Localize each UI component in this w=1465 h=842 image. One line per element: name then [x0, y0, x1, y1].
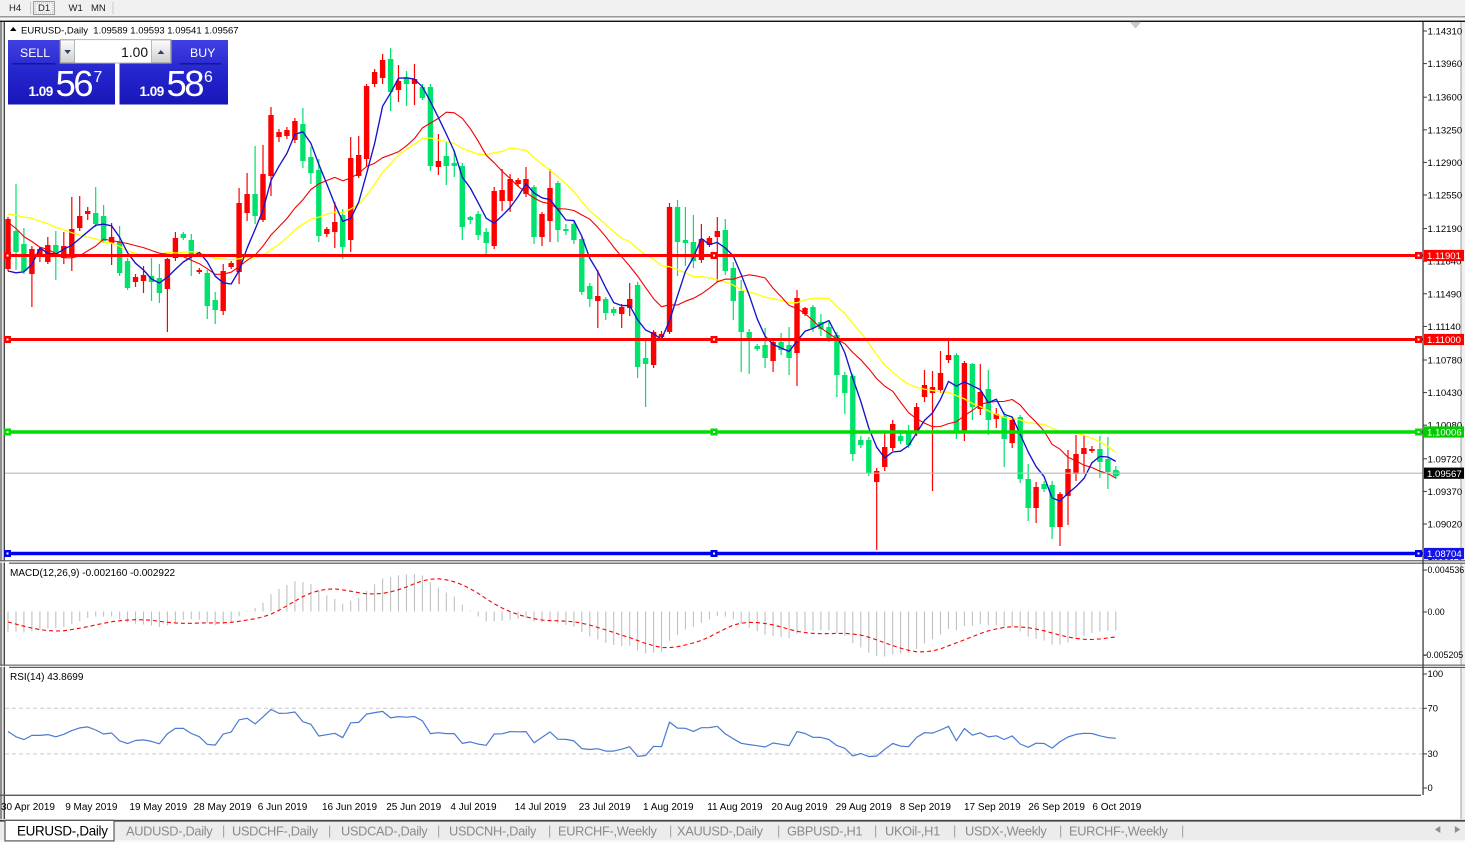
- svg-text:USDCAD-,Daily: USDCAD-,Daily: [341, 824, 428, 839]
- svg-text:0.004536: 0.004536: [1428, 565, 1465, 575]
- svg-text:1.10080: 1.10080: [1428, 421, 1463, 432]
- svg-text:19 May 2019: 19 May 2019: [129, 802, 187, 813]
- svg-text:EURUSD-,Daily 1.09589 1.09593: EURUSD-,Daily 1.09589 1.09593 1.09541 1.…: [21, 26, 239, 37]
- svg-text:26 Sep 2019: 26 Sep 2019: [1028, 802, 1085, 813]
- svg-text:UKOil-,H1: UKOil-,H1: [885, 824, 940, 839]
- svg-text:1.09: 1.09: [29, 84, 53, 99]
- svg-text:9 May 2019: 9 May 2019: [65, 802, 118, 813]
- svg-text:H4: H4: [9, 3, 21, 14]
- svg-text:4 Jul 2019: 4 Jul 2019: [450, 802, 497, 813]
- svg-text:6: 6: [204, 69, 213, 86]
- svg-text:1.09020: 1.09020: [1428, 520, 1463, 531]
- svg-text:W1: W1: [69, 3, 83, 14]
- svg-text:AUDUSD-,Daily: AUDUSD-,Daily: [126, 824, 213, 839]
- svg-text:0.00: 0.00: [1428, 607, 1445, 617]
- svg-text:GBPUSD-,H1: GBPUSD-,H1: [787, 824, 862, 839]
- svg-text:16 Jun 2019: 16 Jun 2019: [322, 802, 377, 813]
- svg-text:1.11490: 1.11490: [1428, 289, 1462, 300]
- svg-text:1.09: 1.09: [140, 84, 164, 99]
- svg-text:58: 58: [167, 63, 204, 104]
- svg-text:1.11840: 1.11840: [1428, 257, 1462, 268]
- svg-text:EURUSD-,Daily: EURUSD-,Daily: [17, 824, 108, 839]
- svg-text:1 Aug 2019: 1 Aug 2019: [643, 802, 694, 813]
- svg-text:29 Aug 2019: 29 Aug 2019: [836, 802, 893, 813]
- svg-text:30 Apr 2019: 30 Apr 2019: [1, 802, 55, 813]
- svg-text:USDCHF-,Daily: USDCHF-,Daily: [232, 824, 319, 839]
- svg-text:|: |: [953, 824, 956, 838]
- svg-text:|: |: [874, 824, 877, 838]
- svg-text:17 Sep 2019: 17 Sep 2019: [964, 802, 1021, 813]
- svg-text:|: |: [1059, 824, 1062, 838]
- svg-text:|: |: [437, 824, 440, 838]
- svg-text:1.13600: 1.13600: [1428, 93, 1463, 104]
- svg-text:6 Oct 2019: 6 Oct 2019: [1092, 802, 1141, 813]
- svg-text:8 Sep 2019: 8 Sep 2019: [900, 802, 952, 813]
- svg-text:1.09370: 1.09370: [1428, 487, 1463, 498]
- svg-text:1.12190: 1.12190: [1428, 224, 1463, 235]
- svg-text:|: |: [548, 824, 551, 838]
- svg-text:D1: D1: [38, 3, 50, 14]
- svg-text:|: |: [777, 824, 780, 838]
- svg-text:1.09567: 1.09567: [1427, 469, 1462, 480]
- svg-text:100: 100: [1428, 668, 1444, 679]
- svg-text:28 May 2019: 28 May 2019: [194, 802, 252, 813]
- svg-text:1.11140: 1.11140: [1428, 322, 1461, 333]
- svg-text:EURCHF-,Weekly: EURCHF-,Weekly: [1069, 824, 1169, 839]
- svg-text:14 Jul 2019: 14 Jul 2019: [515, 802, 567, 813]
- svg-text:|: |: [328, 824, 331, 838]
- svg-text:30: 30: [1428, 748, 1438, 759]
- svg-text:MN: MN: [91, 3, 106, 14]
- svg-text:1.10006: 1.10006: [1427, 428, 1462, 439]
- svg-text:BUY: BUY: [190, 46, 215, 60]
- svg-text:11 Aug 2019: 11 Aug 2019: [707, 802, 763, 813]
- svg-text:EURCHF-,Weekly: EURCHF-,Weekly: [558, 824, 658, 839]
- svg-text:23 Jul 2019: 23 Jul 2019: [579, 802, 631, 813]
- svg-text:1.09720: 1.09720: [1428, 454, 1463, 465]
- svg-text:1.10430: 1.10430: [1428, 388, 1463, 399]
- svg-text:SELL: SELL: [20, 46, 50, 60]
- svg-text:1.10780: 1.10780: [1428, 356, 1463, 367]
- svg-text:1.00: 1.00: [121, 45, 148, 60]
- svg-text:20 Aug 2019: 20 Aug 2019: [771, 802, 828, 813]
- svg-text:1.11901: 1.11901: [1427, 251, 1461, 262]
- svg-text:6 Jun 2019: 6 Jun 2019: [258, 802, 308, 813]
- svg-text:USDCNH-,Daily: USDCNH-,Daily: [449, 824, 537, 839]
- svg-text:|: |: [222, 824, 225, 838]
- svg-text:RSI(14) 43.8699: RSI(14) 43.8699: [10, 672, 84, 683]
- svg-text:0: 0: [1428, 782, 1433, 793]
- svg-text:MACD(12,26,9) -0.002160 -0.002: MACD(12,26,9) -0.002160 -0.002922: [10, 568, 176, 579]
- svg-text:1.12900: 1.12900: [1428, 158, 1463, 169]
- svg-text:7: 7: [94, 69, 103, 86]
- svg-text:|: |: [669, 824, 672, 838]
- svg-text:1.14310: 1.14310: [1428, 27, 1463, 38]
- svg-text:1.12550: 1.12550: [1428, 191, 1463, 202]
- svg-text:1.08704: 1.08704: [1427, 549, 1462, 560]
- svg-text:25 Jun 2019: 25 Jun 2019: [386, 802, 441, 813]
- svg-text:USDX-,Weekly: USDX-,Weekly: [965, 824, 1047, 839]
- svg-text:1.13250: 1.13250: [1428, 125, 1463, 136]
- svg-text:-0.005205: -0.005205: [1424, 650, 1464, 660]
- svg-text:70: 70: [1428, 703, 1438, 714]
- svg-text:1.13960: 1.13960: [1428, 59, 1463, 70]
- svg-text:XAUUSD-,Daily: XAUUSD-,Daily: [677, 824, 764, 839]
- svg-text:1.11000: 1.11000: [1427, 335, 1461, 346]
- svg-text:|: |: [1181, 824, 1184, 838]
- svg-text:56: 56: [56, 63, 93, 104]
